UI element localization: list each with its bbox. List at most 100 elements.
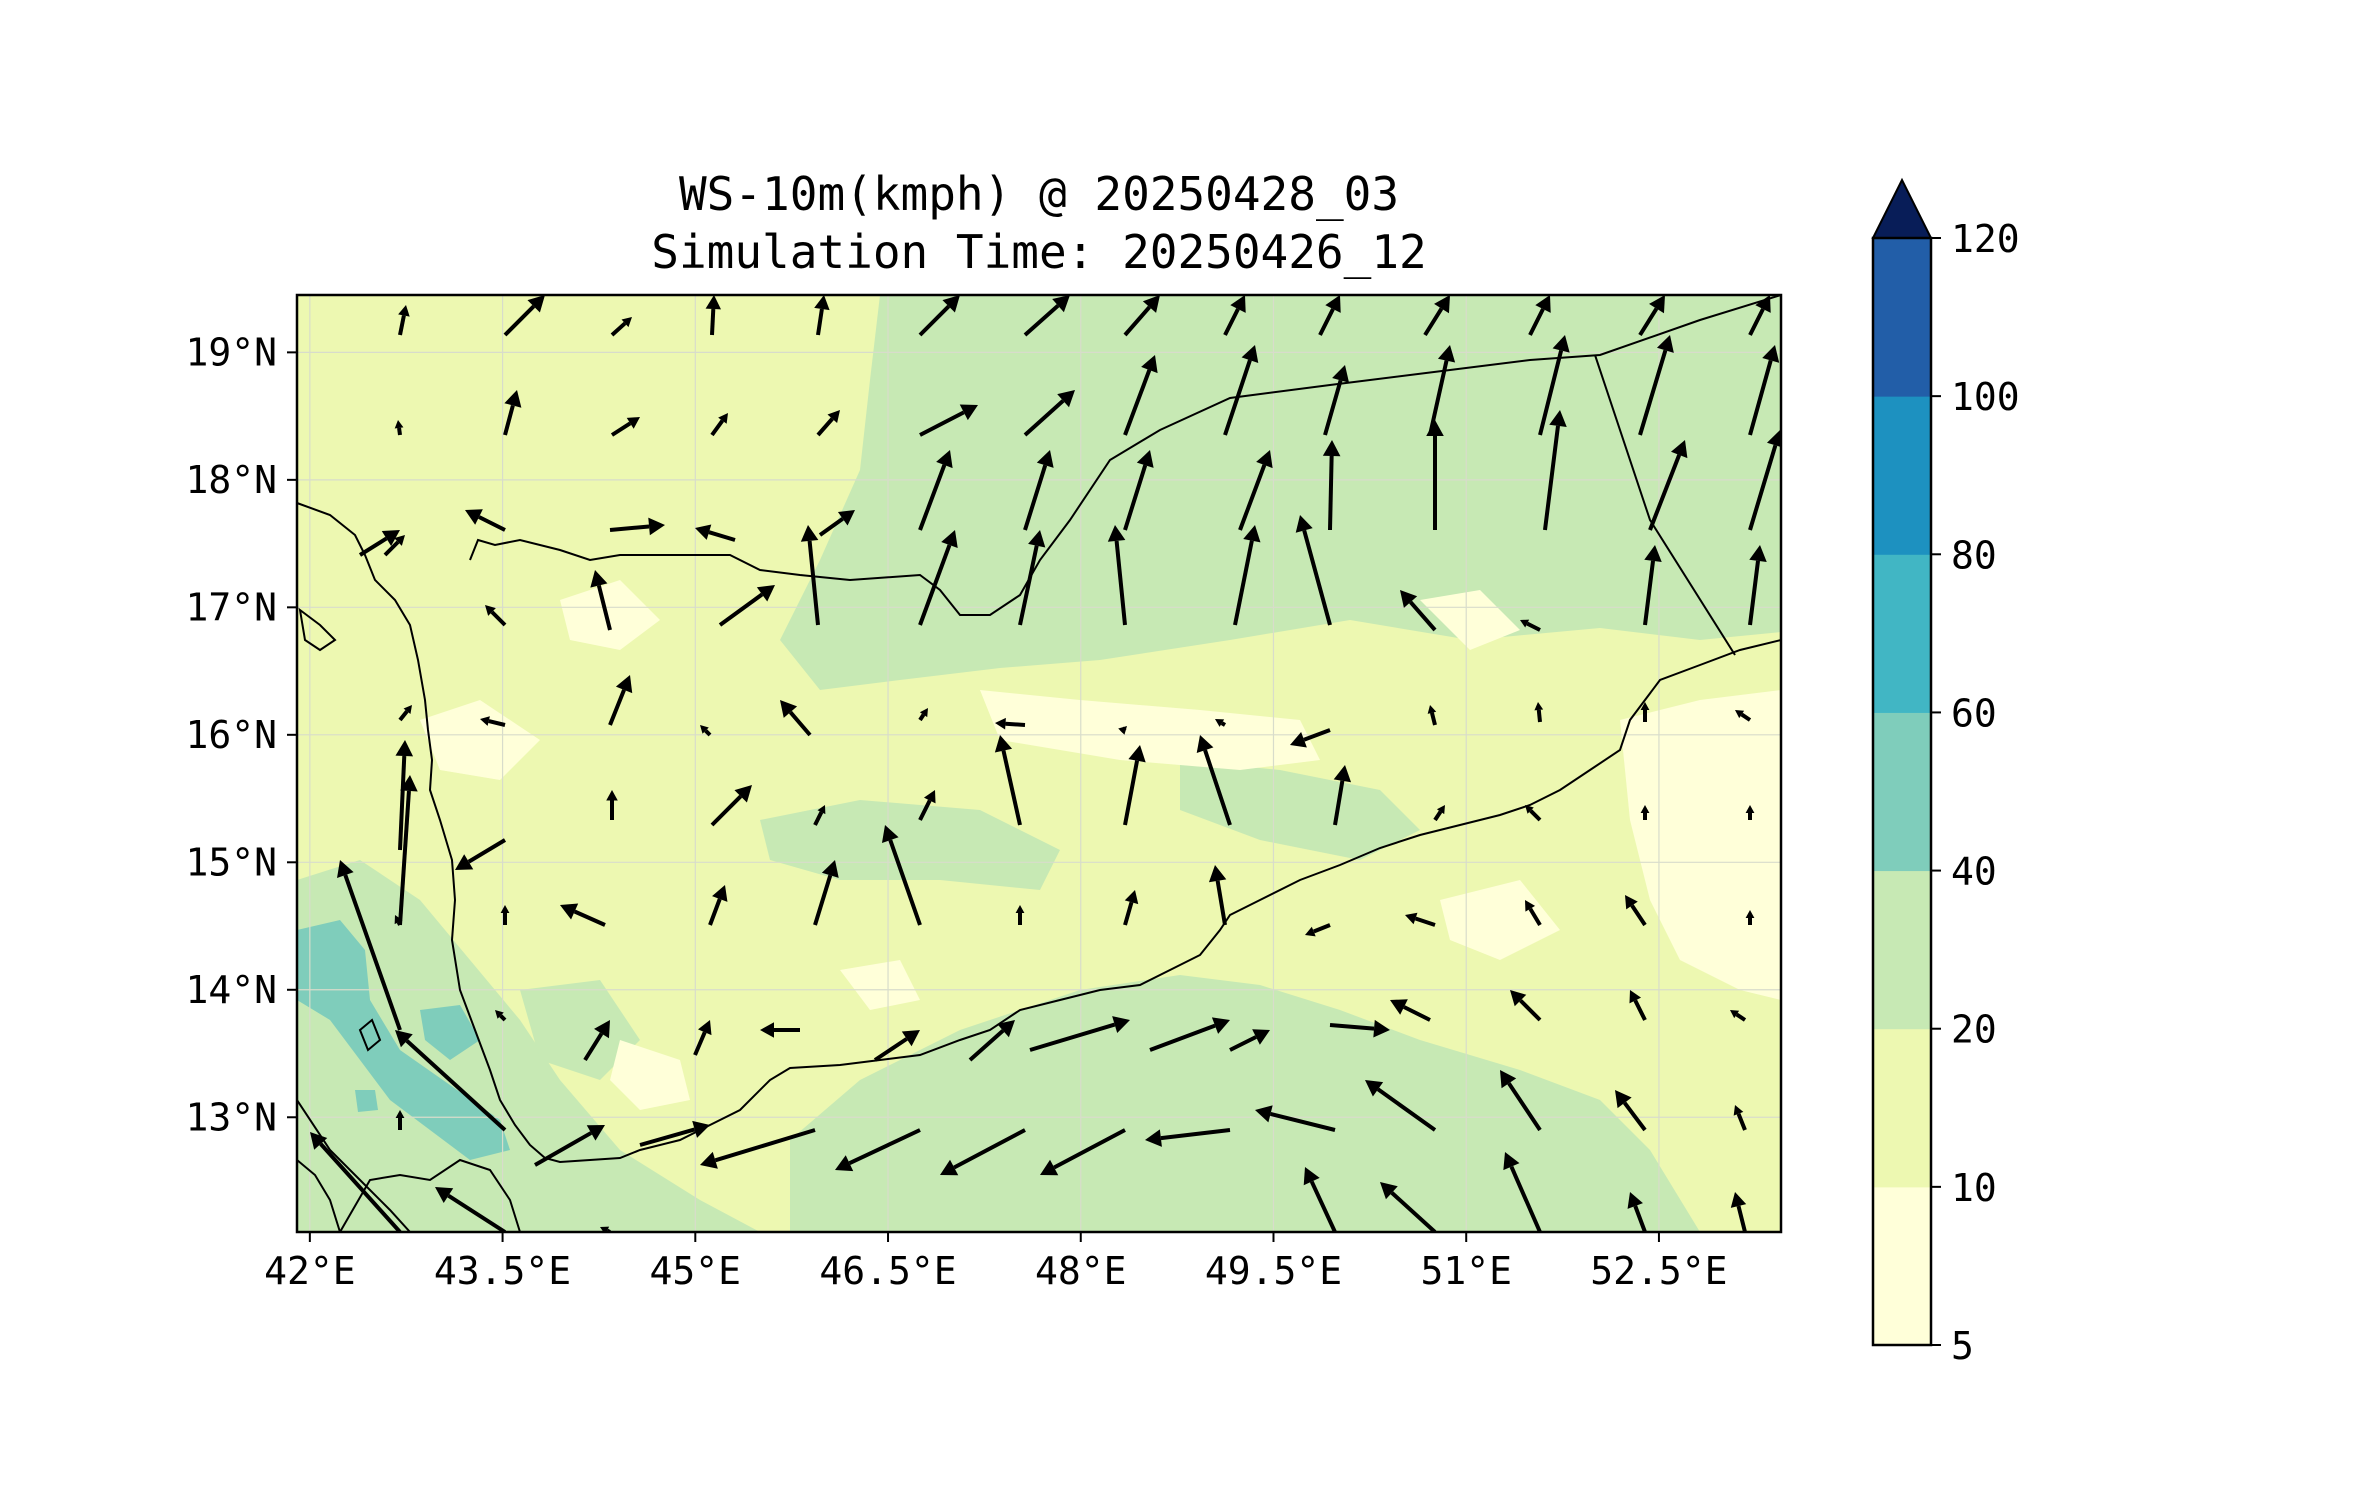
colorbar-tick-label: 100 <box>1951 375 2020 419</box>
lon-tick-label: 51°E <box>1420 1249 1512 1293</box>
lat-tick-label: 13°N <box>185 1095 277 1139</box>
wind-band-40-60 <box>297 920 510 1160</box>
wind-band-20-40 <box>297 295 1781 1232</box>
wind-arrow <box>398 305 410 336</box>
wind-arrow <box>1318 295 1341 336</box>
wind-arrow <box>1625 895 1647 927</box>
lon-tick-label: 52.5°E <box>1590 1249 1727 1293</box>
wind-arrow <box>395 1110 405 1130</box>
wind-arrow <box>1305 923 1331 937</box>
wind-arrow <box>1510 990 1542 1022</box>
wind-arrow <box>1426 420 1444 530</box>
colorbar-segment <box>1873 396 1931 555</box>
wind-arrow <box>610 417 640 437</box>
wind-arrow <box>1405 912 1436 927</box>
wind-arrow <box>835 1128 921 1172</box>
wind-arrow <box>800 525 820 626</box>
wind-arrow <box>1730 1192 1747 1232</box>
colorbar: 5 10 20 40 60 80 100 120 <box>1871 177 2020 1368</box>
wind-arrow <box>1023 390 1075 437</box>
wind-arrow <box>1423 295 1450 337</box>
map-panel: 42°E 43.5°E 45°E 46.5°E 48°E 49.5°E 51°E 52.5°E… <box>185 293 1783 1293</box>
wind-arrow <box>1333 765 1352 826</box>
wind-arrow <box>1433 805 1445 822</box>
wind-arrow <box>1123 355 1158 436</box>
wind-arrow <box>710 785 752 827</box>
wind-arrow <box>994 735 1022 826</box>
wind-arrow <box>814 295 830 336</box>
wind-arrow <box>1748 295 1771 336</box>
colorbar-segment <box>1873 554 1931 713</box>
colorbar-segment <box>1873 1186 1931 1346</box>
wind-arrow <box>1223 345 1259 436</box>
wind-arrow <box>394 420 404 436</box>
wind-arrow <box>1640 702 1650 722</box>
wind-arrow <box>1290 728 1331 748</box>
wind-arrow <box>1748 430 1781 531</box>
wind-arrow <box>813 805 826 826</box>
wind-vectors <box>310 295 1781 1232</box>
colorbar-tick-label: 80 <box>1951 533 1997 577</box>
wind-arrow <box>1118 726 1127 735</box>
wind-arrow <box>918 708 928 722</box>
wind-arrow <box>1538 335 1570 436</box>
coastline-and-borders <box>297 295 1781 1232</box>
wind-arrow <box>435 1187 507 1232</box>
wind-arrow <box>1223 295 1246 336</box>
colorbar-segment <box>1873 1028 1931 1188</box>
wind-arrow <box>1428 345 1456 436</box>
wind-arrow <box>1543 410 1567 531</box>
wind-arrow <box>1503 1152 1542 1232</box>
colorbar-tick-label: 60 <box>1951 691 1997 735</box>
wind-arrow <box>1023 295 1070 337</box>
wind-arrow <box>1534 702 1544 723</box>
wind-arrow <box>395 1030 507 1132</box>
lat-tick-label: 17°N <box>185 585 277 629</box>
wind-arrow <box>1638 295 1665 337</box>
lat-tick-label: 18°N <box>185 458 277 502</box>
wind-arrow <box>1196 735 1232 826</box>
wind-arrow <box>700 1128 816 1169</box>
wind-arrow <box>1400 590 1437 632</box>
wind-arrow <box>465 509 506 532</box>
wind-arrow <box>590 570 612 631</box>
wind-arrow <box>1500 1070 1542 1132</box>
lon-tick-label: 43.5°E <box>434 1249 571 1293</box>
wind-arrow <box>609 517 665 536</box>
lon-tick-label: 42°E <box>264 1249 356 1293</box>
wind-arrow <box>1528 295 1551 336</box>
wind-arrow <box>1023 450 1054 531</box>
wind-arrow <box>1730 1010 1747 1022</box>
wind-arrow <box>1520 619 1541 632</box>
wind-arrow <box>1733 1105 1747 1131</box>
wind-arrow <box>818 510 855 537</box>
wind-arrow <box>455 838 507 870</box>
wind-arrow <box>495 1010 507 1022</box>
wind-arrow <box>1629 990 1647 1021</box>
wind-arrow <box>398 705 412 722</box>
wind-arrow <box>881 825 922 926</box>
wind-arrow <box>1018 530 1046 626</box>
wind-arrow <box>918 530 958 626</box>
wind-arrow <box>503 295 545 337</box>
wind-arrow <box>1427 705 1437 726</box>
wind-arrow <box>1029 1016 1130 1052</box>
wind-arrow <box>1322 440 1341 531</box>
wind-arrow <box>1365 1080 1437 1132</box>
wind-arrow <box>358 530 400 557</box>
wind-arrow <box>1123 890 1139 926</box>
wind-arrow <box>1107 525 1127 626</box>
wind-arrow <box>780 700 812 737</box>
wind-arrow <box>1748 545 1767 626</box>
wind-arrow <box>919 404 978 437</box>
wind-arrow <box>1648 440 1688 531</box>
wind-arrow <box>813 860 839 926</box>
wind-arrow <box>560 903 606 927</box>
latitude-axis: 19°N 18°N 17°N 16°N 15°N 14°N 13°N <box>185 330 297 1139</box>
wind-arrow <box>700 725 712 737</box>
wind-arrow <box>1040 1128 1126 1176</box>
wind-arrow <box>583 1020 610 1062</box>
wind-arrow <box>710 413 728 437</box>
title-line-1: WS-10m(kmph) @ 20250428_03 <box>679 167 1399 221</box>
